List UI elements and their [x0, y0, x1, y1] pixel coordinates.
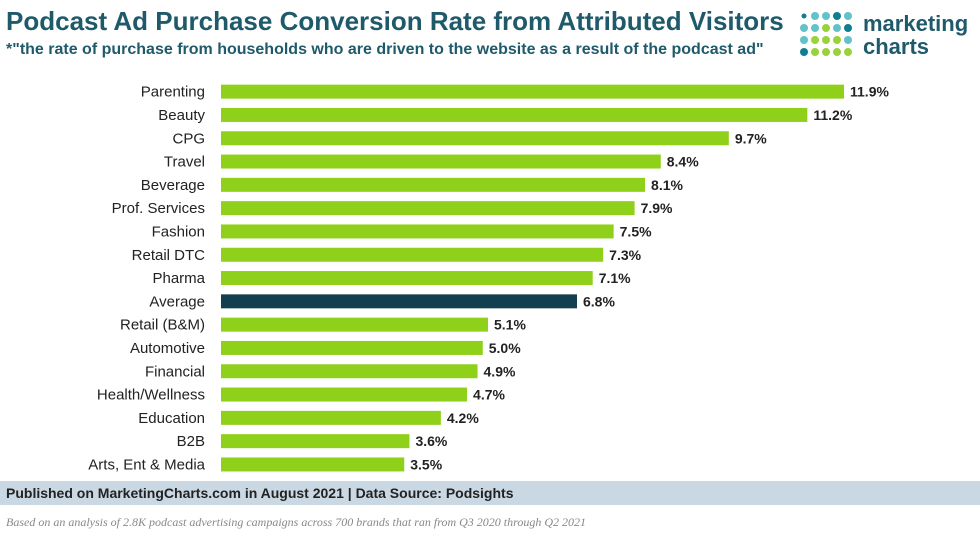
value-label: 9.7% [735, 130, 767, 146]
category-label: Retail (B&M) [120, 317, 205, 334]
value-label: 8.4% [667, 154, 699, 170]
value-label: 5.0% [489, 340, 521, 356]
logo-dot [800, 48, 808, 56]
logo-dot [811, 36, 819, 44]
logo-dot [844, 24, 852, 32]
category-label: Fashion [152, 223, 205, 240]
category-label: Financial [145, 363, 205, 380]
logo-dot [811, 24, 819, 32]
bar [221, 340, 483, 355]
value-label: 4.7% [473, 387, 505, 403]
value-label: 4.9% [484, 363, 516, 379]
logo-dot [801, 13, 807, 19]
bar [221, 387, 468, 402]
logo-dot [833, 48, 841, 56]
value-label: 3.6% [415, 433, 447, 449]
category-label: Parenting [141, 84, 205, 101]
logo-dot [822, 36, 830, 44]
marketingcharts-logo: marketing charts [799, 10, 974, 62]
logo-dots-icon [800, 12, 852, 56]
category-label: Retail DTC [132, 247, 206, 264]
chart-title: Podcast Ad Purchase Conversion Rate from… [6, 6, 784, 36]
footer-bar: Published on MarketingCharts.com in Augu… [0, 481, 980, 505]
bar [221, 410, 441, 425]
logo-dot [811, 12, 819, 20]
category-label: Beauty [158, 107, 205, 124]
logo-dot [833, 36, 841, 44]
bar [221, 434, 410, 449]
logo-dot [844, 48, 852, 56]
bar [221, 364, 478, 379]
bar [221, 224, 614, 239]
value-label: 6.8% [583, 293, 615, 309]
bar [221, 131, 729, 146]
value-label: 11.2% [813, 107, 852, 123]
category-label: B2B [177, 433, 205, 450]
chart-subtitle: *"the rate of purchase from households w… [6, 41, 764, 58]
category-label: Average [149, 293, 205, 310]
logo-text-line2: charts [863, 34, 930, 59]
bar [221, 201, 635, 216]
bar [221, 247, 604, 262]
bar [221, 177, 646, 192]
category-label: Pharma [152, 270, 205, 287]
value-label: 8.1% [651, 177, 683, 193]
bar-chart: Parenting 11.9% Beauty 11.2% CPG 9.7% Travel 8.… [0, 72, 980, 477]
category-label: Arts, Ent & Media [88, 456, 205, 473]
category-label: Travel [164, 154, 205, 171]
logo-dot [822, 48, 830, 56]
logo-dot [811, 48, 819, 56]
value-label: 3.5% [410, 456, 442, 472]
bar [221, 107, 808, 122]
logo-dot [844, 36, 852, 44]
logo-dot [833, 12, 841, 20]
logo-dot [800, 24, 808, 32]
category-label: Automotive [130, 340, 205, 357]
bar [221, 317, 488, 332]
category-label: Health/Wellness [97, 387, 205, 404]
category-label: Beverage [141, 177, 205, 194]
logo-dot [822, 12, 830, 20]
logo-dot [833, 24, 841, 32]
value-label: 7.5% [620, 223, 652, 239]
category-label: CPG [172, 130, 205, 147]
bar [221, 271, 593, 286]
bar-chart-svg: Parenting 11.9% Beauty 11.2% CPG 9.7% Travel 8.… [88, 84, 889, 474]
value-label: 4.2% [447, 410, 479, 426]
bar [221, 154, 661, 169]
value-label: 7.1% [599, 270, 631, 286]
value-label: 7.9% [641, 200, 673, 216]
logo-dot [844, 12, 852, 20]
methodology-note: Based on an analysis of 2.8K podcast adv… [6, 515, 587, 529]
value-label: 7.3% [609, 247, 641, 263]
logo-text-line1: marketing [863, 11, 969, 36]
bar [221, 84, 844, 99]
category-label: Education [138, 410, 205, 427]
average-bar [221, 294, 577, 309]
category-label: Prof. Services [112, 200, 205, 217]
logo-dot [800, 36, 808, 44]
logo-dot [822, 24, 830, 32]
bar [221, 457, 405, 472]
source-line: Published on MarketingCharts.com in Augu… [6, 485, 514, 501]
value-label: 5.1% [494, 317, 526, 333]
value-label: 11.9% [850, 84, 889, 100]
